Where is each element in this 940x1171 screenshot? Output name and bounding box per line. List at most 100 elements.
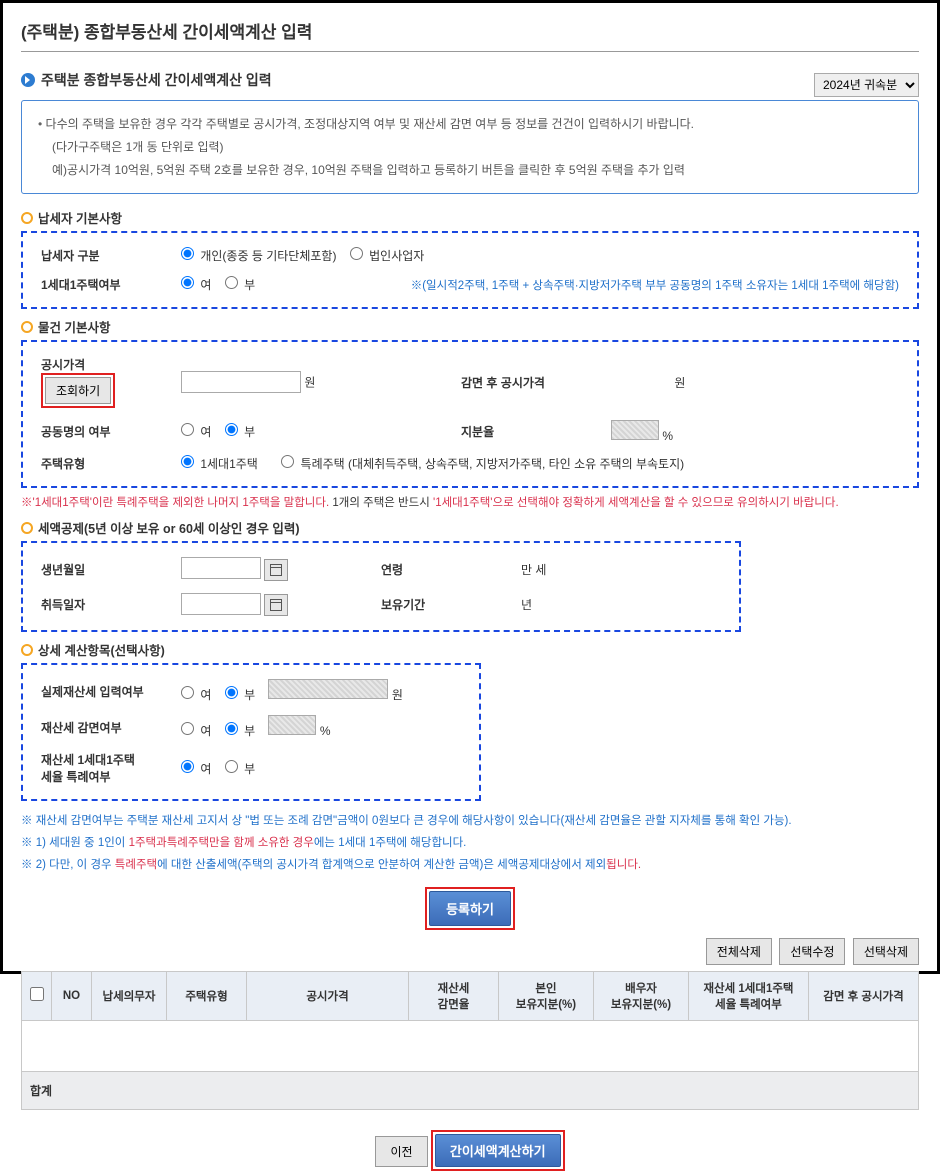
acquire-label: 취득일자 bbox=[33, 587, 173, 622]
detail-heading: 상세 계산항목(선택사항) bbox=[21, 640, 919, 659]
result-table: NO 납세의무자 주택유형 공시가격 재산세 감면율 본인 보유지분(%) 배우… bbox=[21, 971, 919, 1110]
radio-house-type-special[interactable] bbox=[281, 455, 294, 468]
radio-no-label: 부 bbox=[244, 762, 255, 776]
price-input[interactable] bbox=[181, 371, 301, 393]
calendar-icon bbox=[270, 599, 282, 611]
radio-individual-label: 개인(종중 등 기타단체포함) bbox=[200, 249, 336, 263]
hold-unit: 년 bbox=[513, 587, 729, 622]
radio-yes-label: 여 bbox=[200, 688, 211, 702]
note-line: ※ 2) 다만, 이 경우 특례주택에 대한 산출세액(주택의 공시가격 합계액… bbox=[21, 855, 919, 877]
unit-won: 원 bbox=[392, 688, 403, 702]
notes: ※ 재산세 감면여부는 주택분 재산세 고지서 상 "법 또는 조례 감면"금액… bbox=[21, 811, 919, 877]
radio-special-no[interactable] bbox=[225, 760, 238, 773]
one-house-note: ※(일시적2주택, 1주택 + 상속주택·지방저가주택 부부 공동명의 1주택 … bbox=[411, 280, 899, 292]
delete-all-button[interactable]: 전체삭제 bbox=[706, 938, 772, 965]
hold-label: 보유기간 bbox=[373, 587, 513, 622]
birth-input[interactable] bbox=[181, 557, 261, 579]
share-label: 지분율 bbox=[453, 414, 603, 449]
register-highlight: 등록하기 bbox=[425, 887, 515, 930]
special-rate-label: 재산세 1세대1주택 세율 특례여부 bbox=[33, 745, 173, 791]
prev-button[interactable]: 이전 bbox=[375, 1136, 427, 1167]
reduce-label: 재산세 감면여부 bbox=[33, 709, 173, 745]
bullet-icon bbox=[21, 644, 33, 656]
price-label: 공시가격 조회하기 bbox=[33, 350, 173, 414]
radio-one-house-yes[interactable] bbox=[181, 276, 194, 289]
share-unit: % bbox=[662, 429, 673, 443]
note-line: ※ 재산세 감면여부는 주택분 재산세 고지서 상 "법 또는 조례 감면"금액… bbox=[21, 811, 919, 833]
birth-label: 생년월일 bbox=[33, 551, 173, 586]
select-all-checkbox[interactable] bbox=[30, 987, 44, 1001]
radio-individual[interactable] bbox=[181, 247, 194, 260]
calendar-icon bbox=[270, 564, 282, 576]
property-heading: 물건 기본사항 bbox=[21, 317, 919, 336]
radio-actual-yes[interactable] bbox=[181, 686, 194, 699]
acquire-input[interactable] bbox=[181, 593, 261, 615]
deduction-heading: 세액공제(5년 이상 보유 or 60세 이상인 경우 입력) bbox=[21, 518, 919, 537]
reduce-unit: % bbox=[320, 724, 331, 738]
radio-yes-label: 여 bbox=[200, 425, 211, 439]
th-obligor: 납세의무자 bbox=[92, 971, 167, 1020]
radio-no-label: 부 bbox=[244, 688, 255, 702]
radio-1house-label: 1세대1주택 bbox=[200, 457, 258, 471]
property-box: 공시가격 조회하기 원 감면 후 공시가격 원 공동명의 여부 여 bbox=[21, 340, 919, 488]
th-spouse-share: 배우자 보유지분(%) bbox=[594, 971, 689, 1020]
year-select[interactable]: 2024년 귀속분 bbox=[814, 73, 919, 97]
calc-highlight: 간이세액계산하기 bbox=[431, 1130, 565, 1171]
empty-row bbox=[22, 1020, 919, 1071]
radio-actual-no[interactable] bbox=[225, 686, 238, 699]
calendar-button[interactable] bbox=[264, 559, 288, 581]
radio-reduce-yes[interactable] bbox=[181, 722, 194, 735]
info-box: 다수의 주택을 보유한 경우 각각 주택별로 공시가격, 조정대상지역 여부 및… bbox=[21, 100, 919, 194]
taxpayer-heading: 납세자 기본사항 bbox=[21, 208, 919, 227]
radio-yes-label: 여 bbox=[200, 278, 211, 292]
calendar-button[interactable] bbox=[264, 594, 288, 616]
radio-special-label: 특례주택 (대체취득주택, 상속주택, 지방저가주택, 타인 소유 주택의 부속… bbox=[301, 457, 685, 471]
joint-label: 공동명의 여부 bbox=[33, 414, 173, 449]
radio-no-label: 부 bbox=[244, 425, 255, 439]
actual-tax-input-disabled bbox=[268, 679, 388, 699]
th-no: NO bbox=[52, 971, 92, 1020]
edit-selected-button[interactable]: 선택수정 bbox=[779, 938, 845, 965]
house-type-label: 주택유형 bbox=[33, 449, 173, 478]
radio-house-type-1[interactable] bbox=[181, 455, 194, 468]
after-reduce-label: 감면 후 공시가격 bbox=[453, 350, 603, 414]
radio-joint-yes[interactable] bbox=[181, 423, 194, 436]
age-unit: 만 세 bbox=[513, 551, 729, 586]
th-price: 공시가격 bbox=[247, 971, 409, 1020]
taxpayer-type-label: 납세자 구분 bbox=[33, 241, 173, 270]
radio-corp[interactable] bbox=[350, 247, 363, 260]
search-btn-highlight: 조회하기 bbox=[41, 373, 115, 408]
arrow-icon bbox=[21, 73, 35, 87]
radio-no-label: 부 bbox=[244, 724, 255, 738]
section-header: 주택분 종합부동산세 간이세액계산 입력 bbox=[21, 70, 272, 90]
heading-text: 상세 계산항목(선택사항) bbox=[38, 640, 165, 659]
taxpayer-box: 납세자 구분 개인(종중 등 기타단체포함) 법인사업자 1세대1주택여부 여 … bbox=[21, 231, 919, 309]
radio-yes-label: 여 bbox=[200, 724, 211, 738]
bullet-icon bbox=[21, 522, 33, 534]
info-line: 다수의 주택을 보유한 경우 각각 주택별로 공시가격, 조정대상지역 여부 및… bbox=[38, 113, 902, 136]
sum-row: 합계 bbox=[22, 1071, 919, 1109]
sum-label: 합계 bbox=[22, 1071, 919, 1109]
deduction-box: 생년월일 연령 만 세 취득일자 보유기간 년 bbox=[21, 541, 741, 632]
bullet-icon bbox=[21, 321, 33, 333]
radio-reduce-no[interactable] bbox=[225, 722, 238, 735]
note-line: ※ 1) 세대원 중 1인이 1주택과특례주택만을 함께 소유한 경우에는 1세… bbox=[21, 833, 919, 855]
property-note: ※'1세대1주택'이란 특례주택을 제외한 나머지 1주택을 말합니다. 1개의… bbox=[21, 494, 919, 510]
age-label: 연령 bbox=[373, 551, 513, 586]
radio-yes-label: 여 bbox=[200, 762, 211, 776]
calc-button[interactable]: 간이세액계산하기 bbox=[435, 1134, 561, 1167]
radio-special-yes[interactable] bbox=[181, 760, 194, 773]
radio-corp-label: 법인사업자 bbox=[369, 249, 424, 263]
info-line: (다가구주택은 1개 동 단위로 입력) bbox=[52, 136, 902, 159]
radio-no-label: 부 bbox=[244, 278, 255, 292]
share-input-disabled bbox=[611, 420, 659, 440]
register-button[interactable]: 등록하기 bbox=[429, 891, 511, 926]
page-title: (주택분) 종합부동산세 간이세액계산 입력 bbox=[21, 18, 919, 52]
delete-selected-button[interactable]: 선택삭제 bbox=[853, 938, 919, 965]
radio-joint-no[interactable] bbox=[225, 423, 238, 436]
th-after: 감면 후 공시가격 bbox=[809, 971, 919, 1020]
reduce-input-disabled bbox=[268, 715, 316, 735]
radio-one-house-no[interactable] bbox=[225, 276, 238, 289]
unit-won: 원 bbox=[304, 376, 315, 390]
price-search-button[interactable]: 조회하기 bbox=[45, 377, 111, 404]
